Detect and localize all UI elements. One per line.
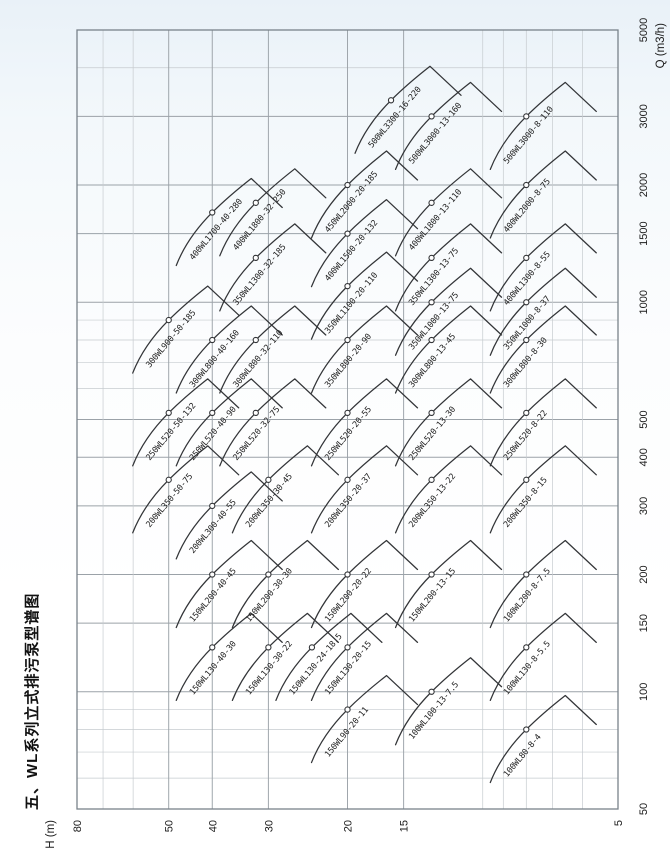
- rated-point-marker: [428, 299, 435, 306]
- pump-curve-label: 100WL100-13-7.5: [406, 679, 460, 741]
- rated-point-marker: [344, 230, 351, 237]
- rated-point-marker: [523, 644, 530, 651]
- pump-curve-label: 350WL1300-32-185: [231, 242, 288, 307]
- rated-point-marker: [523, 336, 530, 344]
- x-tick-label: 100: [638, 683, 650, 701]
- pump-curves-layer: 300WL900-50-185250WL520-50-132200WL350-5…: [132, 65, 597, 784]
- pump-curve-label: 400WL1800-13-110: [406, 187, 463, 252]
- x-tick-label: 50: [638, 803, 650, 815]
- pump-curve-label: 300WL800-32-110: [231, 328, 285, 390]
- x-tick-label: 1000: [638, 290, 650, 314]
- plot-border: [76, 29, 619, 810]
- y-tick-label: 80: [72, 820, 84, 832]
- rated-point-marker: [344, 409, 351, 417]
- rated-point-marker: [523, 113, 530, 120]
- x-tick-label: 5000: [638, 18, 650, 42]
- rated-point-marker: [265, 476, 272, 483]
- x-tick-label: 400: [638, 448, 650, 466]
- rated-point-marker: [523, 571, 530, 578]
- pump-curve-label: 300WL900-50-185: [144, 308, 198, 370]
- x-tick-label: 2000: [638, 173, 650, 197]
- rated-point-marker: [209, 644, 216, 651]
- pump-curve-label: 150WL90-20-11: [322, 705, 370, 759]
- rated-point-marker: [209, 336, 216, 344]
- x-axis-unit-label: Q (m3/h): [655, 23, 667, 69]
- rated-point-marker: [209, 571, 216, 578]
- pump-curve-label: 500WL3300-16-220: [366, 84, 423, 149]
- y-axis-unit-label: H (m): [45, 820, 57, 849]
- rated-point-marker: [165, 409, 172, 417]
- rated-point-marker: [209, 502, 216, 510]
- rated-point-marker: [209, 209, 216, 216]
- pump-curve-label: 500WL3000-13-160: [406, 100, 463, 165]
- rated-point-marker: [308, 644, 316, 651]
- rated-point-marker: [428, 688, 435, 695]
- pump-curve-label: 500WL3000-8-110: [501, 104, 555, 166]
- rated-point-marker: [523, 299, 530, 306]
- rated-point-marker: [344, 644, 351, 651]
- rated-point-marker: [252, 254, 259, 262]
- rated-point-marker: [344, 476, 351, 483]
- y-tick-label: 5: [613, 820, 625, 826]
- rated-point-marker: [265, 571, 272, 578]
- x-tick-label: 150: [638, 614, 650, 632]
- rated-point-marker: [344, 571, 351, 578]
- rated-point-marker: [523, 409, 530, 417]
- rated-point-marker: [428, 113, 435, 120]
- x-tick-label: 500: [638, 410, 650, 428]
- pump-curve-label: 200WL350-8-15: [501, 475, 549, 529]
- rated-point-marker: [428, 199, 435, 206]
- rated-point-marker: [344, 282, 351, 290]
- x-tick-label: 200: [638, 565, 650, 583]
- rated-point-marker: [165, 316, 172, 324]
- rated-point-marker: [428, 476, 435, 483]
- rated-point-marker: [252, 409, 259, 417]
- rated-point-marker: [523, 476, 530, 483]
- rated-point-marker: [209, 409, 216, 417]
- rated-point-marker: [265, 644, 272, 651]
- rated-point-marker: [428, 409, 435, 417]
- rated-point-marker: [428, 254, 435, 262]
- rated-point-marker: [344, 336, 351, 344]
- axis-tick-labels: 50 100 150 200 300 400 500 1000 1500 2000 3000 5000…: [72, 18, 650, 832]
- rated-point-marker: [165, 476, 172, 483]
- y-tick-label: 30: [263, 820, 275, 832]
- rated-point-marker: [252, 199, 259, 206]
- y-tick-label: 40: [207, 820, 219, 832]
- pump-curve-label: 400WL1700-40-280: [187, 196, 244, 261]
- rated-point-marker: [523, 181, 530, 189]
- y-tick-label: 20: [343, 820, 355, 832]
- rated-point-marker: [523, 254, 530, 262]
- page-title: 五、WL系列立式排污泵型谱图: [23, 593, 41, 810]
- rated-point-marker: [523, 726, 530, 733]
- pump-curve-label: 100WL80-8-4: [501, 732, 543, 779]
- y-tick-label: 50: [164, 820, 176, 832]
- pump-curve-label: 250WL520-8-22: [501, 408, 549, 462]
- rated-point-marker: [344, 706, 351, 713]
- rated-point-marker: [344, 181, 351, 189]
- rated-point-marker: [428, 571, 435, 578]
- rated-point-marker: [428, 336, 435, 344]
- x-tick-label: 300: [638, 497, 650, 515]
- x-tick-label: 3000: [638, 104, 650, 128]
- plot-border-layer: [76, 29, 619, 810]
- rated-point-marker: [387, 97, 395, 104]
- rated-point-marker: [252, 336, 259, 344]
- x-tick-label: 1500: [638, 221, 650, 245]
- y-tick-label: 15: [399, 820, 411, 832]
